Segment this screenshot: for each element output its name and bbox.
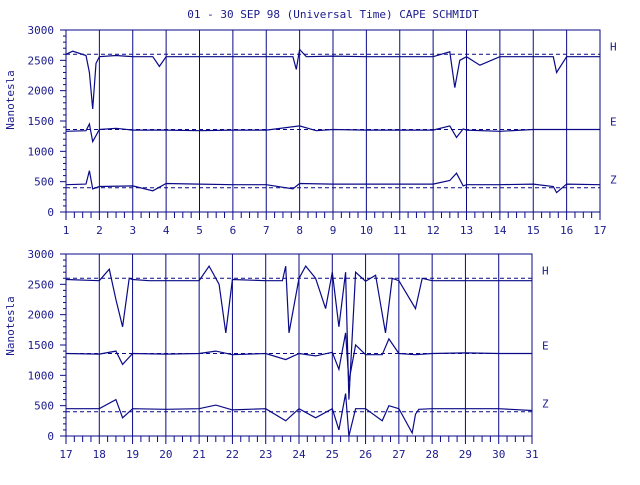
y-tick-label: 500 [34, 176, 54, 189]
x-tick-label: 3 [129, 224, 136, 237]
x-tick-label: 30 [492, 448, 505, 461]
y-axis-label: Nanotesla [4, 70, 17, 130]
series-line-z [66, 393, 533, 437]
x-tick-label: 4 [163, 224, 170, 237]
y-tick-label: 2500 [28, 54, 55, 67]
y-tick-label: 3000 [28, 248, 55, 261]
y-tick-label: 0 [47, 206, 54, 219]
x-tick-label: 23 [259, 448, 272, 461]
y-tick-label: 500 [34, 400, 54, 413]
series-line-h [65, 264, 532, 400]
x-tick-label: 13 [460, 224, 473, 237]
x-tick-label: 7 [263, 224, 270, 237]
x-tick-label: 29 [459, 448, 472, 461]
x-tick-label: 31 [525, 448, 538, 461]
y-tick-label: 1500 [28, 115, 55, 128]
y-axis-label: Nanotesla [4, 296, 17, 356]
x-tick-label: 27 [392, 448, 405, 461]
series-line-z [65, 170, 601, 194]
x-tick-label: 2 [96, 224, 103, 237]
x-tick-label: 24 [292, 448, 306, 461]
x-tick-label: 16 [560, 224, 573, 237]
series-line-h [65, 48, 600, 109]
x-tick-label: 9 [330, 224, 337, 237]
y-tick-label: 0 [47, 430, 54, 443]
series-label-h: H [542, 264, 549, 277]
x-tick-label: 15 [527, 224, 540, 237]
y-tick-label: 2500 [28, 278, 55, 291]
x-tick-label: 5 [196, 224, 203, 237]
series-label-z: Z [610, 174, 617, 187]
series-line-e [65, 122, 600, 144]
x-tick-label: 11 [393, 224, 406, 237]
series-label-z: Z [542, 398, 549, 411]
x-tick-label: 26 [359, 448, 372, 461]
y-tick-label: 1500 [28, 339, 55, 352]
x-tick-label: 21 [193, 448, 206, 461]
x-tick-label: 20 [159, 448, 172, 461]
y-tick-label: 2000 [28, 309, 55, 322]
x-tick-label: 14 [493, 224, 507, 237]
series-line-e [65, 332, 532, 382]
x-tick-label: 12 [427, 224, 440, 237]
y-tick-label: 3000 [28, 24, 55, 37]
y-tick-label: 1000 [28, 145, 55, 158]
x-tick-label: 6 [230, 224, 237, 237]
chart-title: 01 - 30 SEP 98 (Universal Time) CAPE SCH… [187, 8, 479, 21]
y-tick-label: 1000 [28, 369, 55, 382]
series-label-h: H [610, 40, 617, 53]
series-label-e: E [610, 115, 617, 128]
x-tick-label: 17 [59, 448, 72, 461]
x-tick-label: 28 [426, 448, 439, 461]
series-label-e: E [542, 339, 549, 352]
x-tick-label: 17 [593, 224, 606, 237]
x-tick-label: 25 [326, 448, 339, 461]
y-tick-label: 2000 [28, 85, 55, 98]
x-tick-label: 19 [126, 448, 139, 461]
x-tick-label: 10 [360, 224, 373, 237]
x-tick-label: 22 [226, 448, 239, 461]
x-tick-label: 8 [296, 224, 303, 237]
x-tick-label: 18 [93, 448, 106, 461]
x-tick-label: 1 [63, 224, 70, 237]
